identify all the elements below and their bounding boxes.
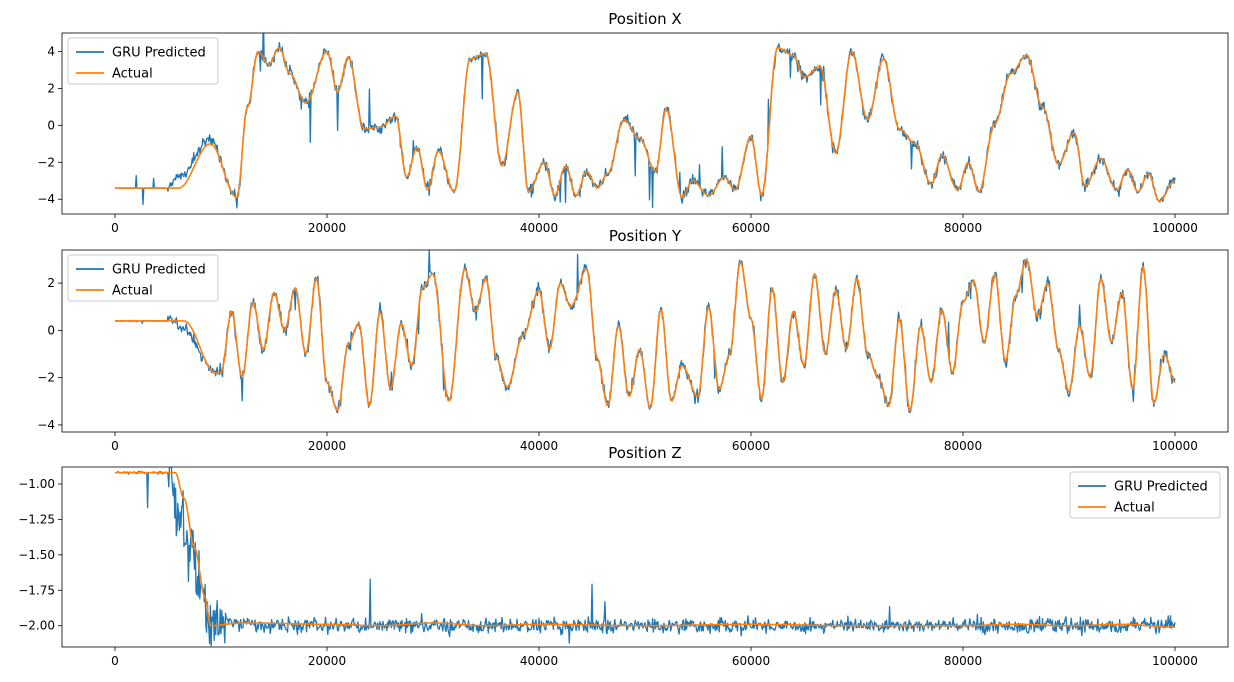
series-line-gru-predicted <box>114 467 1176 647</box>
x-tick-label: 80000 <box>944 439 982 453</box>
x-tick-label: 20000 <box>308 654 346 668</box>
legend-box <box>67 254 219 302</box>
y-tick-label: −2.00 <box>18 619 55 633</box>
plot-area <box>114 467 1176 647</box>
y-tick-label: −1.50 <box>18 548 55 562</box>
y-tick-label: −1.00 <box>18 477 55 491</box>
legend-label: Actual <box>1114 501 1155 516</box>
y-tick-label: −4 <box>37 192 55 206</box>
x-tick-label: 20000 <box>308 439 346 453</box>
legend-box <box>1069 471 1221 519</box>
plot-area <box>115 33 1176 209</box>
subplot-title: Position Z <box>608 444 681 462</box>
x-tick-label: 40000 <box>520 221 558 235</box>
axes-frame <box>61 466 1229 648</box>
subplot-title: Position X <box>608 10 681 28</box>
legend: GRU Predicted Actual <box>67 254 219 302</box>
legend-label: GRU Predicted <box>112 46 206 61</box>
y-tick-label: 4 <box>47 44 55 58</box>
legend-label: GRU Predicted <box>1114 480 1208 495</box>
y-tick-label: 2 <box>47 81 55 95</box>
y-tick-label: −1.25 <box>18 512 55 526</box>
y-tick-label: 0 <box>47 323 55 337</box>
y-tick-label: −2 <box>37 371 55 385</box>
series-line-actual <box>115 471 1175 628</box>
y-tick-label: −2 <box>37 155 55 169</box>
subplot-title: Position Y <box>609 227 682 245</box>
x-tick-label: 80000 <box>944 654 982 668</box>
axes-frame <box>61 249 1229 433</box>
x-tick-label: 100000 <box>1152 439 1198 453</box>
x-tick-label: 40000 <box>520 439 558 453</box>
x-tick-label: 60000 <box>732 654 770 668</box>
legend-label: Actual <box>112 284 153 299</box>
legend-box <box>67 37 219 85</box>
legend-label: GRU Predicted <box>112 263 206 278</box>
x-tick-label: 60000 <box>732 221 770 235</box>
x-tick-label: 100000 <box>1152 654 1198 668</box>
x-tick-label: 60000 <box>732 439 770 453</box>
x-tick-label: 100000 <box>1152 221 1198 235</box>
x-tick-label: 0 <box>111 654 119 668</box>
x-tick-label: 0 <box>111 221 119 235</box>
x-tick-label: 0 <box>111 439 119 453</box>
y-tick-label: −4 <box>37 418 55 432</box>
x-tick-label: 80000 <box>944 221 982 235</box>
y-tick-label: 2 <box>47 276 55 290</box>
subplot-2: Position Y 0 20000 40000 60000 80000 100000 −4 −… <box>37 227 1229 453</box>
series-line-actual <box>115 47 1176 202</box>
subplots: Position X0 20000 40000 60000 80000 100000−4−… <box>18 10 1229 668</box>
axes-frame <box>61 32 1229 215</box>
legend-label: Actual <box>112 67 153 82</box>
x-tick-label: 20000 <box>308 221 346 235</box>
y-tick-label: 0 <box>47 118 55 132</box>
legend: GRU Predicted Actual <box>1069 471 1221 519</box>
subplot-1: Position X 0 20000 40000 60000 80000 100000 −4 −… <box>37 10 1229 235</box>
series-line-actual <box>115 258 1176 412</box>
y-tick-label: −1.75 <box>18 583 55 597</box>
plot-area <box>114 250 1176 414</box>
x-tick-label: 40000 <box>520 654 558 668</box>
subplot-3: Position Z 0 20000 40000 60000 80000 100000 −1.… <box>18 444 1229 668</box>
legend: GRU Predicted Actual <box>67 37 219 85</box>
